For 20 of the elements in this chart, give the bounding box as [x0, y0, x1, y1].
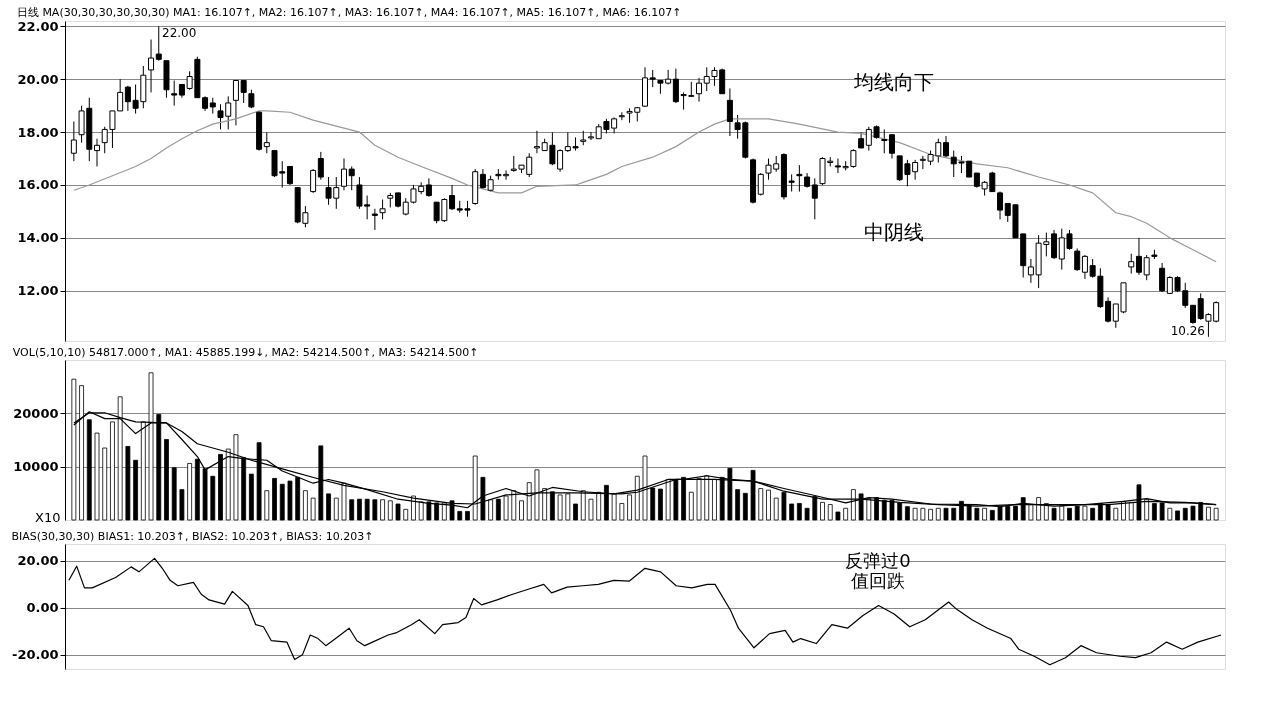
- y-tick-label: 0.00: [26, 600, 59, 616]
- annotation: 中阴线: [864, 220, 924, 244]
- annotation: 22.00: [162, 26, 197, 40]
- annotation: 均线向下: [853, 70, 934, 94]
- annotation: 10.26: [1170, 324, 1205, 338]
- y-tick-label: -20.00: [11, 647, 59, 663]
- y-tick-label: 22.00: [17, 18, 59, 34]
- y-tick-label: 10000: [13, 459, 59, 475]
- chart-title: 日线 MA(30,30,30,30,30,30) MA1: 16.107↑, MA2: 16.107↑, MA3: 16.107↑, MA4: 16.107↑, MA5: 16.107↑, MA6: 16.107↑: [16, 6, 682, 20]
- y-tick-label: 12.00: [17, 283, 59, 299]
- y-tick-label: 20.00: [17, 553, 59, 569]
- text: X10: [35, 510, 61, 525]
- y-tick-label: 14.00: [17, 230, 59, 246]
- chart-title: VOL(5,10,10) 54817.000↑, MA1: 45885.199↓, MA2: 54214.500↑, MA3: 54214.500↑: [12, 346, 479, 359]
- y-tick-label: 20.00: [17, 71, 59, 87]
- annotation: 反弹过0 值回跌: [845, 550, 911, 591]
- chart-title: BIAS(30,30,30) BIAS1: 10.203↑, BIAS2: 10.203↑, BIAS3: 10.203↑: [11, 530, 374, 543]
- y-tick-label: 20000: [13, 405, 59, 421]
- y-tick-label: 18.00: [17, 124, 59, 140]
- y-tick-label: 16.00: [17, 177, 59, 193]
